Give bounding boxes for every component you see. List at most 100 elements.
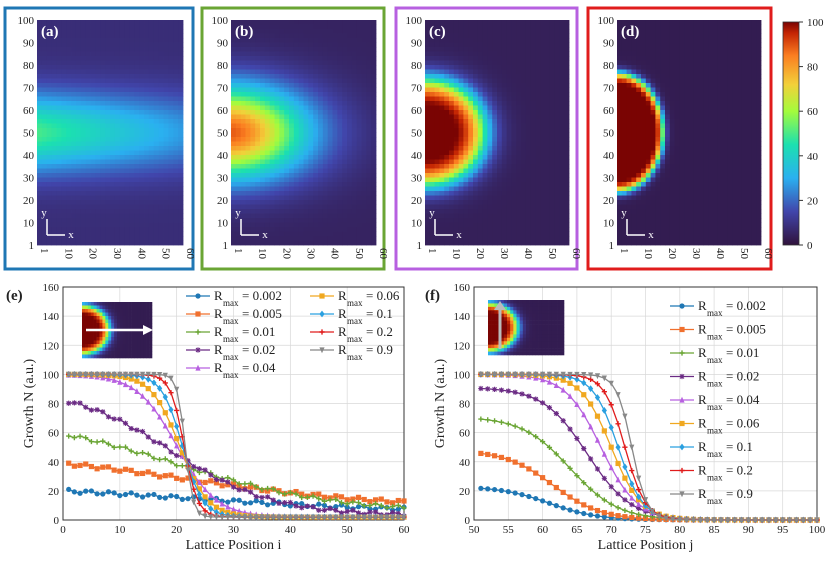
heatmap-cell xyxy=(342,52,347,57)
heatmap-cell xyxy=(550,241,555,246)
heatmap-cell xyxy=(86,169,91,174)
heatmap-cell xyxy=(66,47,71,52)
heatmap-ytick-label: 20 xyxy=(23,195,35,207)
heatmap-cell xyxy=(139,56,144,61)
heatmap-cell xyxy=(660,38,665,43)
heatmap-cell xyxy=(323,119,328,124)
heatmap-cell xyxy=(507,115,512,120)
heatmap-cell xyxy=(260,200,265,205)
heatmap-cell xyxy=(323,133,328,138)
heatmap-cell xyxy=(86,101,91,106)
heatmap-cell xyxy=(435,209,440,214)
heatmap-cell xyxy=(449,74,454,79)
heatmap-cell xyxy=(289,241,294,246)
heatmap-cell xyxy=(507,43,512,48)
heatmap-cell xyxy=(299,83,304,88)
heatmap-cell xyxy=(144,218,149,223)
heatmap-cell xyxy=(168,133,173,138)
heatmap-cell xyxy=(270,178,275,183)
heatmap-cell xyxy=(435,124,440,129)
heatmap-cell xyxy=(333,20,338,25)
heatmap-cell xyxy=(492,196,497,201)
heatmap-cell xyxy=(91,115,96,120)
heatmap-cell xyxy=(328,205,333,210)
heatmap-cell xyxy=(289,227,294,232)
heatmap-cell xyxy=(270,25,275,30)
heatmap-cell xyxy=(425,151,430,156)
heatmap-cell xyxy=(260,52,265,57)
heatmap-cell xyxy=(149,65,154,70)
heatmap-cell xyxy=(47,142,52,147)
heatmap-cell xyxy=(71,79,76,84)
heatmap-cell xyxy=(255,38,260,43)
heatmap-cell xyxy=(279,79,284,84)
heatmap-cell xyxy=(540,52,545,57)
heatmap-cell xyxy=(289,169,294,174)
heatmap-cell xyxy=(699,20,704,25)
heatmap-cell xyxy=(550,169,555,174)
heatmap-cell xyxy=(241,155,246,160)
heatmap-cell xyxy=(250,128,255,133)
heatmap-cell xyxy=(149,25,154,30)
heatmap-cell xyxy=(535,34,540,39)
heatmap-cell xyxy=(492,88,497,93)
heatmap-cell xyxy=(521,124,526,129)
heatmap-cell xyxy=(511,34,516,39)
heatmap-cell xyxy=(352,214,357,219)
heatmap-cell xyxy=(468,29,473,34)
heatmap-cell xyxy=(511,146,516,151)
heatmap-cell xyxy=(250,88,255,93)
heatmap-cell xyxy=(270,101,275,106)
heatmap-cell xyxy=(144,70,149,75)
heatmap-cell xyxy=(435,196,440,201)
heatmap-cell xyxy=(173,61,178,66)
heatmap-cell xyxy=(502,151,507,156)
heatmap-cell xyxy=(362,101,367,106)
heatmap-cell xyxy=(342,70,347,75)
heatmap-cell xyxy=(665,20,670,25)
heatmap-cell xyxy=(144,191,149,196)
heatmap-cell xyxy=(299,214,304,219)
heatmap-cell xyxy=(260,115,265,120)
heatmap-cell xyxy=(352,173,357,178)
heatmap-cell xyxy=(284,232,289,237)
heatmap-cell xyxy=(284,70,289,75)
heatmap-cell xyxy=(308,61,313,66)
heatmap-cell xyxy=(333,182,338,187)
heatmap-cell xyxy=(357,169,362,174)
heatmap-cell xyxy=(507,25,512,30)
heatmap-cell xyxy=(347,218,352,223)
heatmap-cell xyxy=(100,133,105,138)
heatmap-cell xyxy=(362,227,367,232)
heatmap-cell xyxy=(357,65,362,70)
heatmap-cell xyxy=(347,146,352,151)
heatmap-cell xyxy=(357,236,362,241)
heatmap-cell xyxy=(660,56,665,61)
heatmap-cell xyxy=(37,56,42,61)
heatmap-cell xyxy=(52,146,57,151)
heatmap-cell xyxy=(125,223,130,228)
heatmap-cell xyxy=(110,191,115,196)
heatmap-cell xyxy=(279,34,284,39)
heatmap-cell xyxy=(134,34,139,39)
heatmap-cell xyxy=(535,137,540,142)
heatmap-cell xyxy=(71,146,76,151)
heatmap-cell xyxy=(71,178,76,183)
heatmap-cell xyxy=(665,25,670,30)
heatmap-cell xyxy=(47,133,52,138)
heatmap-cell xyxy=(444,43,449,48)
heatmap-cell xyxy=(164,34,169,39)
heatmap-cell xyxy=(357,128,362,133)
heatmap-cell xyxy=(521,178,526,183)
heatmap-cell xyxy=(328,124,333,129)
heatmap-cell xyxy=(352,83,357,88)
heatmap-cell xyxy=(492,34,497,39)
heatmap-cell xyxy=(371,209,376,214)
heatmap-cell xyxy=(76,218,81,223)
heatmap-cell xyxy=(81,52,86,57)
heatmap-cell xyxy=(535,151,540,156)
heatmap-cell xyxy=(526,205,531,210)
heatmap-cell xyxy=(149,124,154,129)
heatmap-cell xyxy=(270,196,275,201)
heatmap-cell xyxy=(555,160,560,165)
